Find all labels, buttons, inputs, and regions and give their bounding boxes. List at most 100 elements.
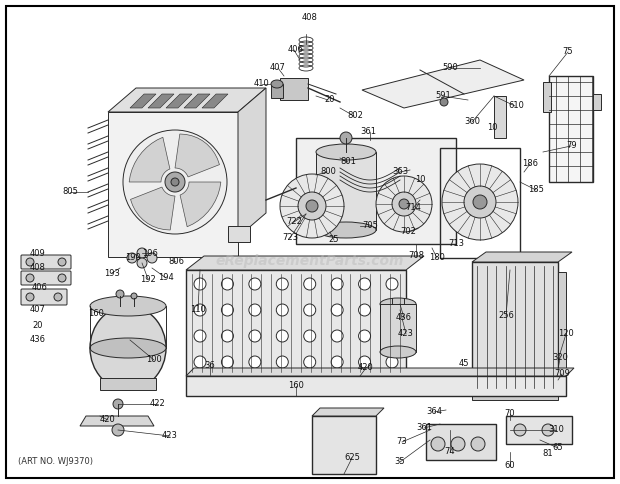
Circle shape <box>123 130 227 234</box>
Circle shape <box>116 290 124 298</box>
Text: 180: 180 <box>429 254 445 262</box>
Text: 70: 70 <box>505 409 515 419</box>
Text: 591: 591 <box>435 91 451 101</box>
Text: 705: 705 <box>362 222 378 230</box>
Text: 194: 194 <box>158 273 174 283</box>
Circle shape <box>386 304 398 316</box>
Circle shape <box>249 304 261 316</box>
Circle shape <box>26 274 34 282</box>
Bar <box>558 272 566 392</box>
Text: 361: 361 <box>416 424 432 433</box>
Text: 423: 423 <box>398 330 414 338</box>
Polygon shape <box>166 94 192 108</box>
Text: 702: 702 <box>400 227 416 237</box>
Circle shape <box>376 176 432 232</box>
Text: 708: 708 <box>408 252 424 260</box>
Circle shape <box>471 437 485 451</box>
Bar <box>271 84 283 98</box>
Bar <box>280 78 308 100</box>
Text: 74: 74 <box>445 448 455 456</box>
Text: 610: 610 <box>508 102 524 110</box>
Text: 60: 60 <box>505 462 515 470</box>
Circle shape <box>277 278 288 290</box>
Text: 193: 193 <box>104 269 120 277</box>
Polygon shape <box>238 88 266 237</box>
Polygon shape <box>312 408 384 416</box>
Bar <box>472 262 558 392</box>
Bar <box>296 138 456 244</box>
Circle shape <box>440 98 448 106</box>
Polygon shape <box>184 94 210 108</box>
Circle shape <box>331 356 343 368</box>
Text: 190: 190 <box>125 253 141 261</box>
Text: 361: 361 <box>360 127 376 136</box>
Text: 10: 10 <box>415 176 425 184</box>
FancyBboxPatch shape <box>21 271 71 285</box>
Text: 65: 65 <box>552 443 564 453</box>
Circle shape <box>386 330 398 342</box>
Circle shape <box>280 174 344 238</box>
Text: 160: 160 <box>288 381 304 391</box>
Text: 406: 406 <box>288 45 304 55</box>
Ellipse shape <box>380 346 416 358</box>
Circle shape <box>249 330 261 342</box>
Text: 714: 714 <box>405 203 421 212</box>
Text: 10: 10 <box>487 123 497 133</box>
Text: 256: 256 <box>498 312 514 320</box>
FancyBboxPatch shape <box>21 289 67 305</box>
Circle shape <box>277 304 288 316</box>
Text: 120: 120 <box>558 330 574 338</box>
Circle shape <box>473 195 487 209</box>
Circle shape <box>386 278 398 290</box>
Text: 800: 800 <box>320 167 336 177</box>
Circle shape <box>137 248 147 258</box>
Circle shape <box>277 356 288 368</box>
Text: 590: 590 <box>442 63 458 73</box>
Bar <box>593 94 601 110</box>
Text: 364: 364 <box>426 408 442 417</box>
Circle shape <box>26 293 34 301</box>
Text: 408: 408 <box>30 263 46 272</box>
Text: 363: 363 <box>392 167 408 177</box>
Text: 406: 406 <box>32 283 48 291</box>
Circle shape <box>331 330 343 342</box>
FancyBboxPatch shape <box>21 255 71 269</box>
Bar <box>100 378 156 390</box>
Circle shape <box>304 356 316 368</box>
Text: eReplacementParts.com: eReplacementParts.com <box>216 255 404 268</box>
Text: 407: 407 <box>270 63 286 73</box>
Text: 100: 100 <box>146 356 162 364</box>
Ellipse shape <box>90 338 166 358</box>
Bar <box>186 270 406 376</box>
Bar <box>312 416 376 474</box>
Text: 192: 192 <box>140 274 156 284</box>
Text: 186: 186 <box>522 160 538 168</box>
Circle shape <box>194 278 206 290</box>
Ellipse shape <box>90 306 166 390</box>
Text: 196: 196 <box>142 248 158 257</box>
Circle shape <box>131 293 137 299</box>
Bar <box>426 424 496 460</box>
Text: 420: 420 <box>358 363 374 373</box>
Bar <box>228 226 250 242</box>
Bar <box>108 112 238 257</box>
Text: (ART NO. WJ9370): (ART NO. WJ9370) <box>18 457 93 467</box>
Polygon shape <box>186 368 574 376</box>
Text: 709: 709 <box>554 369 570 378</box>
Polygon shape <box>80 416 154 426</box>
Circle shape <box>514 424 526 436</box>
Circle shape <box>221 304 233 316</box>
Text: 73: 73 <box>397 438 407 447</box>
Circle shape <box>306 200 318 212</box>
Ellipse shape <box>316 144 376 160</box>
Text: 410: 410 <box>254 79 270 89</box>
Ellipse shape <box>90 296 166 316</box>
Text: 802: 802 <box>347 111 363 121</box>
Circle shape <box>112 424 124 436</box>
Text: 81: 81 <box>542 450 553 458</box>
Text: 20: 20 <box>325 95 335 105</box>
Circle shape <box>451 437 465 451</box>
Circle shape <box>542 424 554 436</box>
Circle shape <box>221 356 233 368</box>
Text: 75: 75 <box>563 47 574 57</box>
